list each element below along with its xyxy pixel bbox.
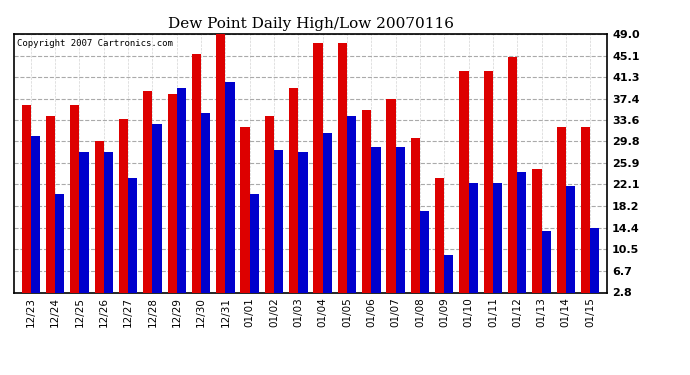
Bar bbox=[323, 133, 332, 292]
Bar bbox=[557, 127, 566, 292]
Bar bbox=[46, 116, 55, 292]
Bar bbox=[144, 91, 152, 292]
Bar bbox=[518, 172, 526, 292]
Bar bbox=[337, 43, 347, 292]
Bar bbox=[542, 231, 551, 292]
Bar bbox=[581, 127, 590, 292]
Bar bbox=[532, 169, 542, 292]
Bar bbox=[216, 21, 226, 292]
Bar bbox=[484, 71, 493, 292]
Bar bbox=[411, 138, 420, 292]
Bar bbox=[70, 105, 79, 292]
Bar bbox=[265, 116, 274, 292]
Bar bbox=[31, 136, 40, 292]
Bar bbox=[298, 153, 308, 292]
Bar bbox=[21, 105, 31, 292]
Bar bbox=[469, 183, 477, 292]
Bar bbox=[250, 195, 259, 292]
Bar bbox=[79, 153, 89, 292]
Bar bbox=[493, 183, 502, 292]
Bar bbox=[444, 255, 453, 292]
Bar bbox=[226, 82, 235, 292]
Bar bbox=[435, 178, 444, 292]
Text: Copyright 2007 Cartronics.com: Copyright 2007 Cartronics.com bbox=[17, 39, 172, 48]
Bar bbox=[192, 54, 201, 292]
Bar bbox=[386, 99, 395, 292]
Bar bbox=[313, 43, 323, 292]
Bar bbox=[347, 116, 356, 292]
Bar bbox=[590, 228, 600, 292]
Bar bbox=[168, 94, 177, 292]
Title: Dew Point Daily High/Low 20070116: Dew Point Daily High/Low 20070116 bbox=[168, 17, 453, 31]
Bar bbox=[104, 153, 113, 292]
Bar bbox=[95, 141, 103, 292]
Bar bbox=[177, 88, 186, 292]
Bar bbox=[289, 88, 298, 292]
Bar bbox=[119, 119, 128, 292]
Bar bbox=[395, 147, 405, 292]
Bar bbox=[566, 186, 575, 292]
Bar bbox=[362, 111, 371, 292]
Bar bbox=[508, 57, 518, 292]
Bar bbox=[420, 211, 429, 292]
Bar bbox=[152, 124, 161, 292]
Bar bbox=[274, 150, 284, 292]
Bar bbox=[240, 127, 250, 292]
Bar bbox=[460, 71, 469, 292]
Bar bbox=[201, 113, 210, 292]
Bar bbox=[55, 195, 64, 292]
Bar bbox=[128, 178, 137, 292]
Bar bbox=[371, 147, 381, 292]
